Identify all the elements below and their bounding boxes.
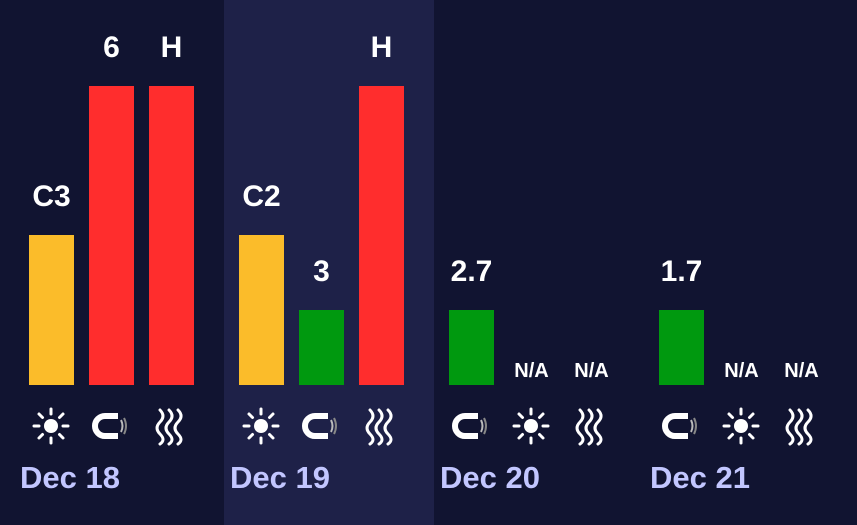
radiation-waves-icon <box>361 406 401 446</box>
level-bar <box>359 86 404 385</box>
day-date: Dec 20 <box>440 460 540 495</box>
radiation-waves-icon <box>781 406 821 446</box>
day-column: Dec 18 C3 6 H <box>14 0 224 525</box>
level-value: C2 <box>242 180 281 213</box>
level-bar <box>29 235 74 385</box>
level-value: 1.7 <box>660 255 703 288</box>
sun-icon <box>31 406 71 446</box>
magnet-icon <box>301 406 341 446</box>
day-date: Dec 21 <box>650 460 750 495</box>
magnet-icon <box>91 406 131 446</box>
level-bar <box>89 86 134 385</box>
level-value: H <box>160 31 183 64</box>
level-value: N/A <box>514 360 549 382</box>
level-value: 6 <box>103 31 120 64</box>
level-value: H <box>370 31 393 64</box>
level-value: 2.7 <box>450 255 493 288</box>
sun-icon <box>511 406 551 446</box>
level-value: N/A <box>784 360 819 382</box>
magnet-icon <box>661 406 701 446</box>
radiation-waves-icon <box>571 406 611 446</box>
level-bar <box>449 310 494 385</box>
radiation-waves-icon <box>151 406 191 446</box>
sun-icon <box>241 406 281 446</box>
day-date: Dec 18 <box>20 460 120 495</box>
day-date: Dec 19 <box>230 460 330 495</box>
level-bar <box>239 235 284 385</box>
level-value: N/A <box>724 360 759 382</box>
level-bar <box>659 310 704 385</box>
magnet-icon <box>451 406 491 446</box>
level-bar <box>149 86 194 385</box>
sun-icon <box>721 406 761 446</box>
level-bar <box>299 310 344 385</box>
level-value: 3 <box>313 255 330 288</box>
level-value: C3 <box>32 180 71 213</box>
level-value: N/A <box>574 360 609 382</box>
day-column: Dec 19 C2 3 H <box>224 0 434 525</box>
day-column: Dec 20 2.7 N/A N/A <box>434 0 644 525</box>
day-column: Dec 21 1.7 N/A N/A <box>644 0 854 525</box>
